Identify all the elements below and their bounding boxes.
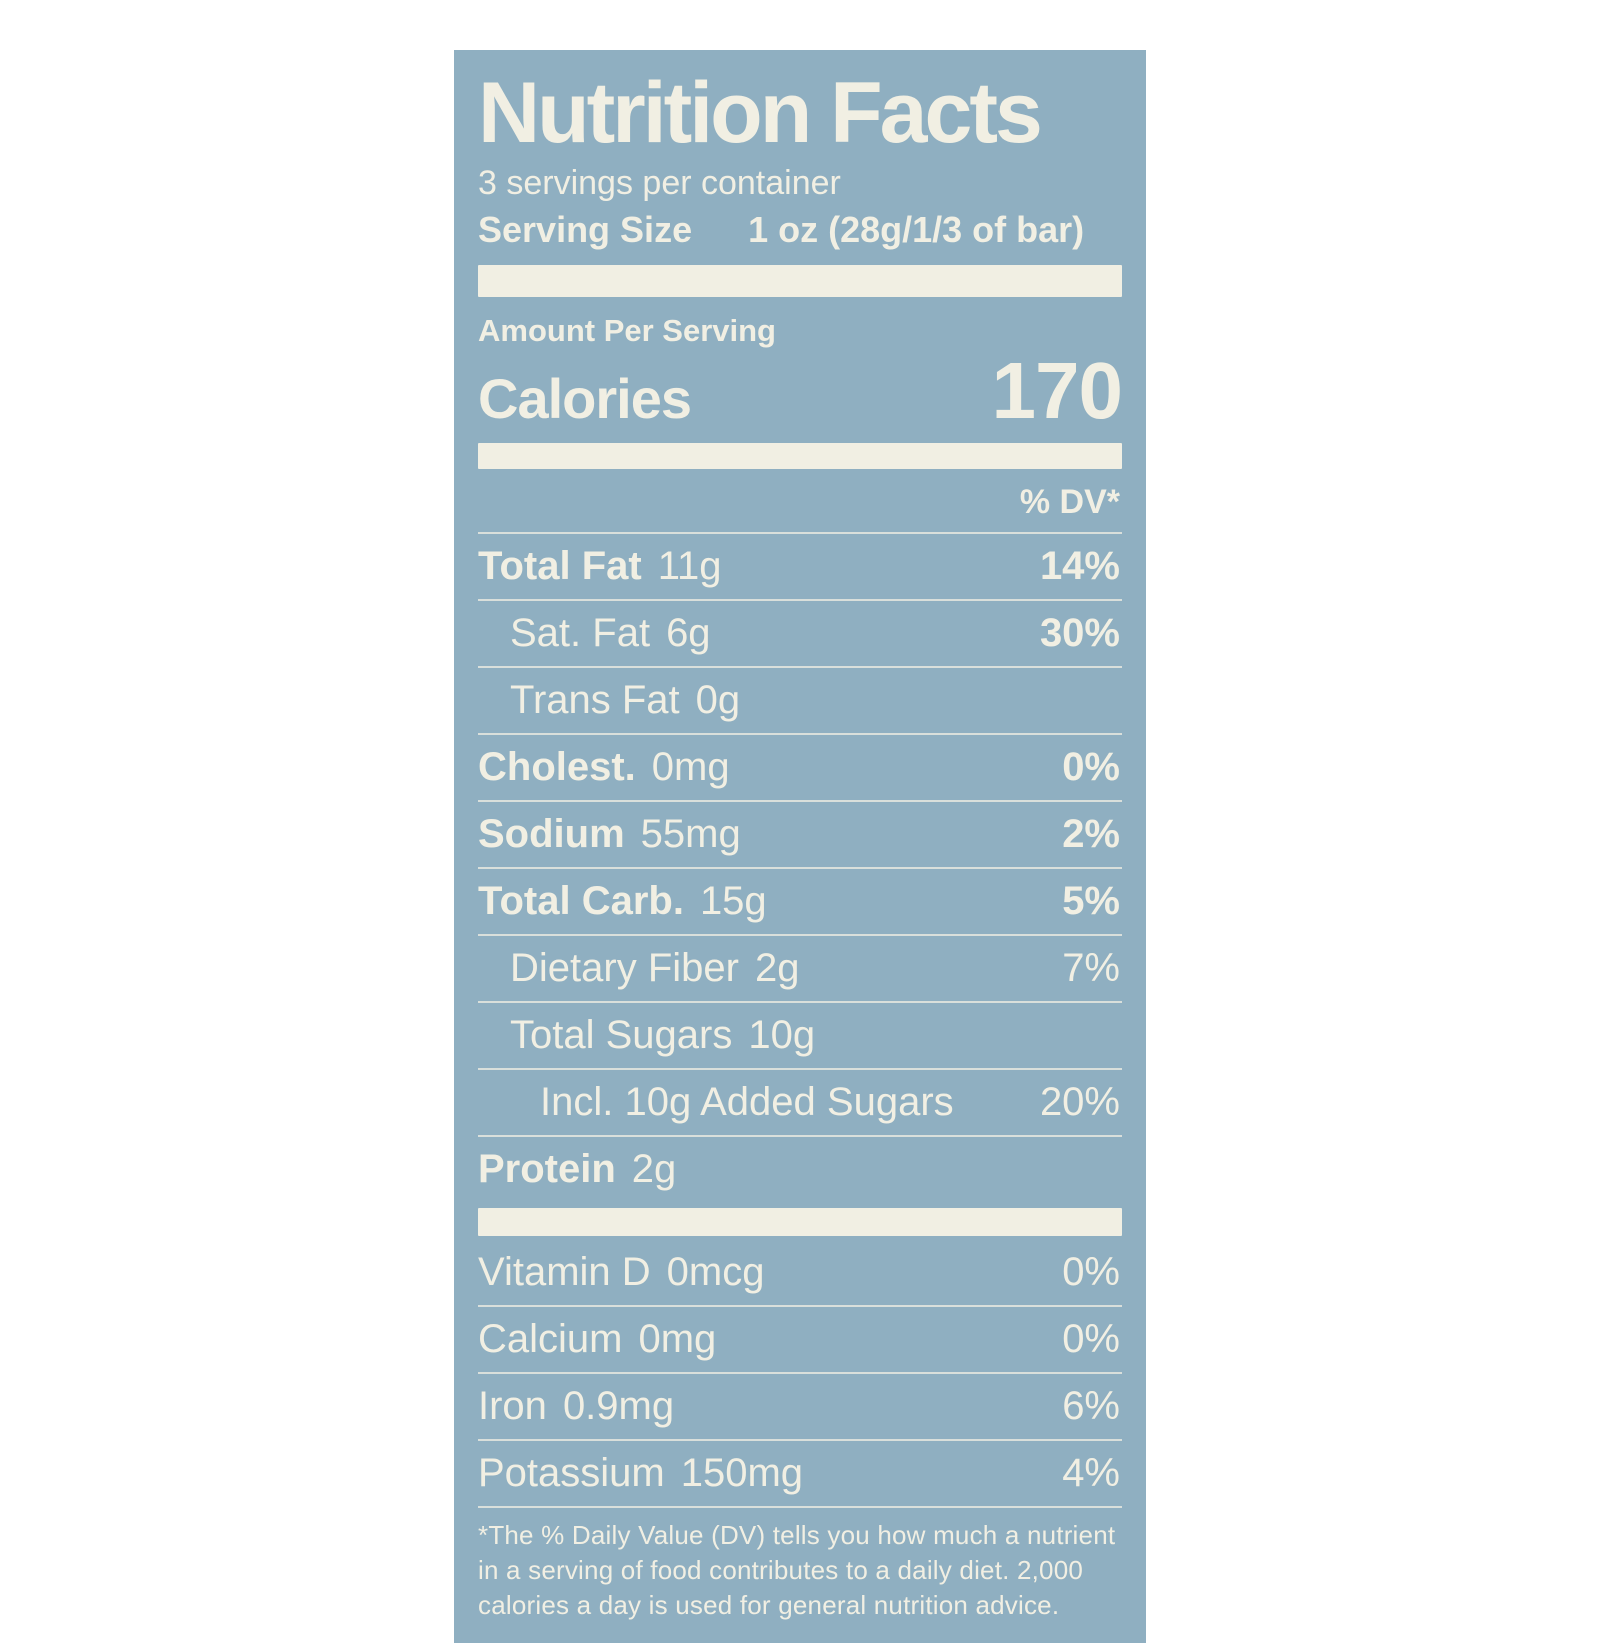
nutrient-amount: 2g <box>631 1147 677 1192</box>
calories-row: Calories 170 <box>478 346 1123 436</box>
nutrient-row: Trans Fat 0g <box>478 668 1122 736</box>
nutrient-daily-value: 5% <box>1062 879 1120 924</box>
nutrient-row: Total Carb. 15g 5% <box>478 869 1122 937</box>
nutrient-amount: 0g <box>695 678 741 723</box>
nutrient-row: Total Fat 11g 14% <box>478 534 1122 602</box>
nutrient-row: Vitamin D 0mcg 0% <box>478 1240 1122 1308</box>
nutrient-row: Dietary Fiber 2g 7% <box>478 936 1122 1004</box>
nutrient-name: Protein <box>478 1147 616 1192</box>
nutrient-name: Dietary Fiber <box>510 946 739 991</box>
nutrient-name: Total Sugars <box>510 1013 733 1058</box>
nutrient-name: Calcium <box>478 1317 623 1362</box>
nutrient-amount: 55mg <box>640 812 741 857</box>
nutrient-amount: 6g <box>666 611 711 656</box>
nutrient-row: Potassium 150mg 4% <box>478 1441 1122 1509</box>
nutrient-row: Total Sugars 10g <box>478 1003 1122 1071</box>
nutrient-amount: 11g <box>657 544 722 589</box>
divider-bar-calories <box>478 443 1122 470</box>
nutrient-daily-value: 20% <box>1039 1080 1120 1125</box>
nutrient-row: Incl. 10g Added Sugars 20% <box>478 1070 1122 1138</box>
nutrient-row: Protein 2g <box>478 1137 1122 1202</box>
nutrient-row: Calcium 0mg 0% <box>478 1307 1122 1375</box>
nutrient-name: Sat. Fat <box>510 611 651 656</box>
nutrient-amount: 0mg <box>638 1317 717 1362</box>
nutrient-name: Iron <box>478 1384 547 1429</box>
vitamin-rows: Vitamin D 0mcg 0% Calcium 0mg 0% Iron 0.9mg 6% Po… <box>478 1240 1122 1509</box>
footnote: *The % Daily Value (DV) tells you how mu… <box>478 1520 1116 1621</box>
nutrient-daily-value: 2% <box>1062 812 1120 857</box>
nutrient-name: Cholest. <box>478 745 636 790</box>
amount-per-serving: Amount Per Serving <box>478 313 776 349</box>
servings-per-container: 3 servings per container <box>478 164 841 202</box>
nutrient-name: Trans Fat <box>510 678 680 723</box>
serving-size-value: 1 oz (28g/1/3 of bar) <box>748 209 1085 251</box>
nutrient-row: Cholest. 0mg 0% <box>478 735 1122 803</box>
nutrient-rows: Total Fat 11g 14% Sat. Fat 6g 30% Trans Fat 0g C… <box>478 534 1122 1202</box>
nutrient-daily-value: 7% <box>1062 946 1120 991</box>
divider-bar-vitamins <box>478 1208 1122 1237</box>
calories-label: Calories <box>478 367 692 431</box>
nutrient-name: Incl. 10g Added Sugars <box>540 1080 954 1125</box>
nutrient-daily-value: 0% <box>1062 1317 1120 1362</box>
nutrition-facts-label: Nutrition Facts 3 servings per container… <box>454 50 1146 1644</box>
nutrient-daily-value: 6% <box>1062 1384 1120 1429</box>
nutrient-amount: 0.9mg <box>562 1384 675 1429</box>
divider-bar-top <box>478 265 1122 298</box>
calories-value: 170 <box>991 346 1123 436</box>
nutrient-amount: 10g <box>748 1013 816 1058</box>
nutrient-daily-value: 14% <box>1039 544 1120 589</box>
nutrient-amount: 0mcg <box>666 1250 765 1295</box>
nutrient-daily-value: 0% <box>1062 745 1120 790</box>
nutrient-amount: 0mg <box>651 745 730 790</box>
nutrient-amount: 15g <box>699 879 767 924</box>
nutrient-name: Total Carb. <box>478 879 684 924</box>
nutrient-row: Iron 0.9mg 6% <box>478 1374 1122 1442</box>
nutrient-name: Total Fat <box>478 544 642 589</box>
page-background: Nutrition Facts 3 servings per container… <box>0 50 1600 1650</box>
daily-value-header: % DV* <box>478 477 1122 535</box>
nutrient-row: Sodium 55mg 2% <box>478 802 1122 870</box>
nutrient-name: Vitamin D <box>478 1250 651 1295</box>
nutrient-daily-value: 4% <box>1062 1451 1120 1496</box>
nutrient-amount: 2g <box>754 946 800 991</box>
nutrient-amount: 150mg <box>680 1451 804 1496</box>
nutrient-row: Sat. Fat 6g 30% <box>478 601 1122 669</box>
nutrient-daily-value: 30% <box>1039 611 1120 656</box>
label-title: Nutrition Facts <box>478 65 1043 161</box>
nutrient-daily-value: 0% <box>1062 1250 1120 1295</box>
nutrient-name: Sodium <box>478 812 625 857</box>
serving-size-label: Serving Size <box>478 209 693 251</box>
serving-size-row: Serving Size 1 oz (28g/1/3 of bar) <box>478 209 1122 251</box>
nutrient-name: Potassium <box>478 1451 665 1496</box>
